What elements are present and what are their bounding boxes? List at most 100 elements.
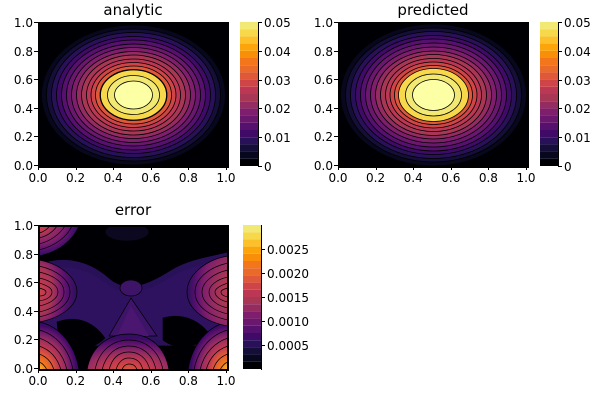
error-cbar-tick [261, 249, 265, 250]
error-xtick-mark [38, 369, 39, 373]
predicted-cbar-tick [558, 22, 562, 23]
predicted-ytick-0.8: 0.8 [313, 44, 333, 59]
error-ytick-mark [34, 282, 38, 284]
predicted-xtick-0.6: 0.6 [441, 171, 461, 185]
analytic-colorbar-spine [258, 22, 259, 167]
analytic-xtick-0.4: 0.4 [103, 171, 123, 185]
error-ytick-1.0: 1.0 [13, 219, 33, 233]
analytic-xtick-1.0: 1.0 [216, 171, 236, 185]
predicted-cbar-tick [558, 79, 562, 81]
analytic-cbar-label-0.05: 0.05 [264, 16, 291, 30]
subplot-predicted-plot-area [338, 22, 529, 168]
error-cbar-label-0.0020: 0.0020 [267, 267, 309, 281]
predicted-cbar-tick [558, 50, 562, 52]
predicted-colorbar [540, 22, 558, 166]
analytic-ytick-mark [34, 165, 38, 166]
subplot-error-plot-area [38, 225, 229, 371]
analytic-ytick-0.2: 0.2 [13, 130, 33, 145]
analytic-xtick-0.6: 0.6 [141, 171, 161, 185]
analytic-ytick-mark [34, 22, 38, 23]
error-ytick-mark [34, 339, 38, 341]
predicted-xtick-1.0: 1.0 [516, 171, 536, 185]
analytic-xtick-0.2: 0.2 [66, 171, 86, 185]
analytic-cbar-tick [258, 137, 262, 139]
analytic-xtick-mark [226, 166, 227, 170]
predicted-xtick-0.2: 0.2 [366, 171, 386, 185]
error-xtick-mark [150, 369, 152, 373]
subplot-analytic: analytic [0, 0, 300, 200]
predicted-cbar-label-0.03: 0.03 [564, 73, 591, 88]
predicted-ytick-mark [334, 165, 338, 166]
error-ytick-mark [34, 225, 38, 226]
error-contour-svg [39, 226, 228, 370]
predicted-xtick-0.8: 0.8 [478, 171, 498, 185]
predicted-colorbar-spine [558, 22, 559, 167]
predicted-cbar-label-0.04: 0.04 [564, 44, 591, 59]
predicted-ytick-mark [334, 22, 338, 23]
error-ytick-0.6: 0.6 [13, 276, 33, 291]
analytic-xtick-mark [150, 166, 152, 170]
analytic-cbar-tick [258, 22, 262, 23]
analytic-cbar-label-0.02: 0.02 [264, 102, 291, 117]
subplot-analytic-title: analytic [103, 1, 163, 19]
analytic-cbar-label-0.04: 0.04 [264, 44, 291, 59]
analytic-xtick-0.0: 0.0 [28, 171, 48, 185]
predicted-cbar-label-0.02: 0.02 [564, 102, 591, 117]
subplot-analytic-plot-area [38, 22, 229, 168]
analytic-ytick-0.0: 0.0 [13, 159, 33, 173]
analytic-ytick-0.4: 0.4 [13, 101, 33, 116]
analytic-xtick-mark [113, 166, 115, 170]
analytic-cbar-label-0.03: 0.03 [264, 73, 291, 88]
error-xtick-mark [188, 369, 190, 373]
analytic-ytick-0.8: 0.8 [13, 44, 33, 59]
predicted-cbar-tick [558, 137, 562, 139]
predicted-ytick-0.4: 0.4 [313, 101, 333, 116]
error-colorbar-gradient [243, 225, 261, 369]
predicted-cbar-label-0: 0 [564, 160, 572, 174]
predicted-xtick-mark [338, 166, 339, 170]
predicted-xtick-mark [450, 166, 452, 170]
predicted-xtick-0.4: 0.4 [403, 171, 423, 185]
predicted-ytick-mark [334, 50, 338, 52]
analytic-contour-svg [39, 23, 228, 167]
error-ytick-0.4: 0.4 [13, 304, 33, 319]
error-cbar-label-0.0010: 0.0010 [267, 315, 309, 329]
error-colorbar [243, 225, 261, 369]
analytic-colorbar [240, 22, 258, 166]
error-xtick-0.8: 0.8 [178, 374, 198, 388]
analytic-colorbar-gradient [240, 22, 258, 166]
predicted-cbar-tick [558, 166, 562, 167]
predicted-xtick-mark [375, 166, 377, 170]
predicted-xtick-mark [413, 166, 415, 170]
predicted-colorbar-gradient [540, 22, 558, 166]
error-xtick-0.4: 0.4 [103, 374, 123, 388]
analytic-cbar-tick [258, 50, 262, 52]
analytic-cbar-tick [258, 166, 262, 167]
predicted-ytick-0.0: 0.0 [313, 159, 333, 173]
subplot-predicted-title: predicted [397, 1, 469, 19]
error-cbar-tick [261, 321, 265, 322]
predicted-cbar-tick [558, 108, 562, 110]
predicted-cbar-label-0.05: 0.05 [564, 16, 591, 30]
analytic-xtick-mark [188, 166, 190, 170]
subplot-predicted: predicted [300, 0, 600, 200]
analytic-xtick-mark [75, 166, 77, 170]
error-xtick-0.6: 0.6 [141, 374, 161, 388]
analytic-ytick-mark [34, 50, 38, 52]
error-xtick-mark [226, 369, 227, 373]
error-xtick-mark [75, 369, 77, 373]
analytic-xtick-0.8: 0.8 [178, 171, 198, 185]
predicted-xtick-0.0: 0.0 [328, 171, 348, 185]
error-ytick-mark [34, 310, 38, 312]
predicted-ytick-0.2: 0.2 [313, 130, 333, 145]
analytic-ytick-mark [34, 136, 38, 138]
subplot-error: error [0, 200, 309, 400]
predicted-xtick-mark [488, 166, 490, 170]
analytic-ytick-0.6: 0.6 [13, 73, 33, 88]
predicted-ytick-mark [334, 136, 338, 138]
error-xtick-mark [113, 369, 115, 373]
predicted-cbar-label-0.01: 0.01 [564, 131, 591, 146]
analytic-cbar-tick [258, 79, 262, 81]
predicted-ytick-mark [334, 107, 338, 109]
